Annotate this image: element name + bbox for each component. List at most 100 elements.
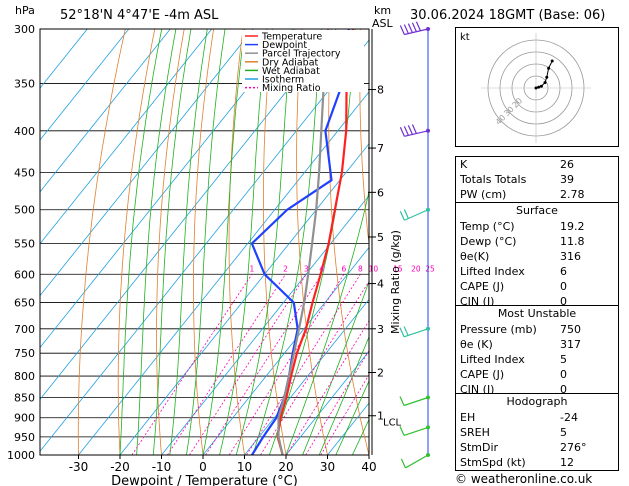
pressure-tick-label: 500: [14, 204, 35, 217]
indices-row: Totals Totals 39: [456, 172, 618, 187]
pressure-tick-label: 450: [14, 166, 35, 179]
isotherm-line: [40, 29, 254, 297]
most-unstable-row: CAPE (J) 0: [456, 367, 618, 382]
wind-barb-dot: [426, 395, 430, 400]
mixing-ratio-line: [131, 274, 253, 455]
surface-row: CAPE (J) 0: [456, 279, 618, 294]
surface-value: 0: [560, 295, 567, 308]
wet-adiabat-line: [202, 29, 246, 455]
location-title: 52°18'N 4°47'E -4m ASL: [60, 8, 219, 23]
dry-adiabat-line: [117, 29, 156, 455]
temperature-tick-label: 30: [320, 460, 335, 474]
most-unstable-label: Lifted Index: [460, 353, 525, 366]
most-unstable-label: θe (K): [460, 338, 493, 351]
wind-barb-feather: [399, 327, 405, 338]
wind-barb-feather: [400, 458, 406, 469]
isotherm-line: [40, 29, 171, 193]
wet-adiabat-line: [235, 29, 293, 455]
wind-barb-feather: [407, 23, 413, 33]
km-tick-label: 1: [377, 410, 384, 423]
hodograph-row: SREH 5: [456, 425, 618, 440]
hodograph-point: [545, 75, 549, 79]
mixing-ratio-tick-label: 6: [342, 264, 347, 273]
wet-adiabat-line: [335, 379, 369, 455]
hodograph-label: StmSpd (kt): [460, 456, 526, 469]
surface-row: Dewp (°C) 11.8: [456, 234, 618, 249]
pressure-tick-label: 900: [14, 412, 35, 425]
hodograph-point: [539, 84, 543, 88]
hodograph-point: [547, 66, 551, 70]
plot-frame: [39, 28, 370, 456]
surface-row: Lifted Index 6: [456, 264, 618, 279]
mixing-ratio-tick-label: 2: [283, 264, 288, 273]
indices-row: PW (cm) 2.78: [456, 187, 618, 202]
wind-barb-dot: [426, 326, 430, 331]
most-unstable-label: CIN (J): [460, 383, 495, 396]
mixing-ratio-line: [205, 274, 322, 455]
hodograph-row: EH -24: [456, 410, 618, 425]
wind-barb: [399, 207, 430, 221]
wind-barb-shaft: [403, 426, 429, 436]
indices-label: PW (cm): [460, 188, 507, 201]
legend-entry: Dry Adiabat: [262, 57, 319, 68]
surface-value: 19.2: [560, 220, 585, 233]
km-tick-label: 5: [377, 231, 384, 244]
y-axis-label: Mixing Ratio (g/kg): [389, 230, 402, 334]
hodograph-row: StmSpd (kt) 12: [456, 455, 618, 470]
km-tick-label: 2: [377, 366, 384, 379]
most-unstable-row: Lifted Index 5: [456, 352, 618, 367]
datetime-title: 30.06.2024 18GMT (Base: 06): [410, 8, 606, 23]
mixing-ratio-line: [246, 274, 361, 455]
temperature-series: [276, 29, 354, 455]
copyright-label: © weatheronline.co.uk: [455, 472, 593, 486]
mixing-ratio-line: [167, 274, 286, 455]
wet-adiabat-line: [318, 335, 369, 455]
wind-barb-shaft: [403, 396, 429, 407]
wind-barb-feather: [403, 209, 409, 219]
isotherm-line: [161, 194, 369, 455]
isotherm-line: [78, 91, 369, 455]
wet-adiabat-line: [186, 29, 226, 455]
indices-label: Totals Totals: [460, 173, 527, 186]
wind-barb-feather: [399, 426, 405, 436]
mixing-ratio-line: [228, 274, 345, 455]
wet-adiabat-line: [152, 29, 192, 455]
pressure-tick-label: 750: [14, 347, 35, 360]
temperature-tick-label: -20: [110, 460, 130, 474]
pressure-tick-label: 600: [14, 268, 35, 281]
km-unit-label: km: [374, 4, 392, 17]
hodograph-row: StmDir 276°: [456, 440, 618, 455]
wind-barb-feather: [399, 211, 405, 221]
pressure-tick-label: 1000: [7, 449, 35, 462]
dry-adiabat-line: [625, 29, 629, 455]
surface-label: Dewp (°C): [460, 235, 517, 248]
surface-value: 0: [560, 280, 567, 293]
mixing-ratio-tick-label: 3: [304, 264, 309, 273]
wet-adiabat-line: [285, 189, 369, 455]
mixing-ratio-tick-label: 25: [425, 264, 435, 273]
wind-barb: [399, 21, 430, 36]
wind-barb: [400, 453, 430, 469]
surface-label: Lifted Index: [460, 265, 525, 278]
asl-unit-label: ASL: [372, 17, 393, 30]
wind-barb-dot: [426, 27, 430, 31]
mixing-ratio-tick-label: 15: [393, 264, 403, 273]
pressure-tick-label: 400: [14, 125, 35, 138]
indices-row: K 26: [456, 157, 618, 172]
wind-barb-dot: [426, 425, 430, 430]
dry-adiabat-line: [359, 29, 369, 248]
most-unstable-label: Pressure (mb): [460, 323, 537, 336]
hodograph-value: -24: [560, 411, 578, 424]
surface-value: 6: [560, 265, 567, 278]
most-unstable-value: 0: [560, 383, 567, 396]
mixing-ratio-tick-label: 20: [411, 264, 421, 273]
isotherm-line: [202, 246, 369, 455]
hodograph-table: Hodograph EH -24 SREH 5 StmDir 276° StmSpd (kt…: [455, 393, 619, 471]
wind-barb-feather: [415, 21, 421, 32]
wind-barb-feather: [403, 126, 409, 136]
dry-adiabat-line: [328, 29, 369, 455]
parcel-trajectory-series: [277, 29, 330, 455]
hodograph-value: 12: [560, 456, 574, 469]
isotherm-line: [40, 29, 130, 141]
